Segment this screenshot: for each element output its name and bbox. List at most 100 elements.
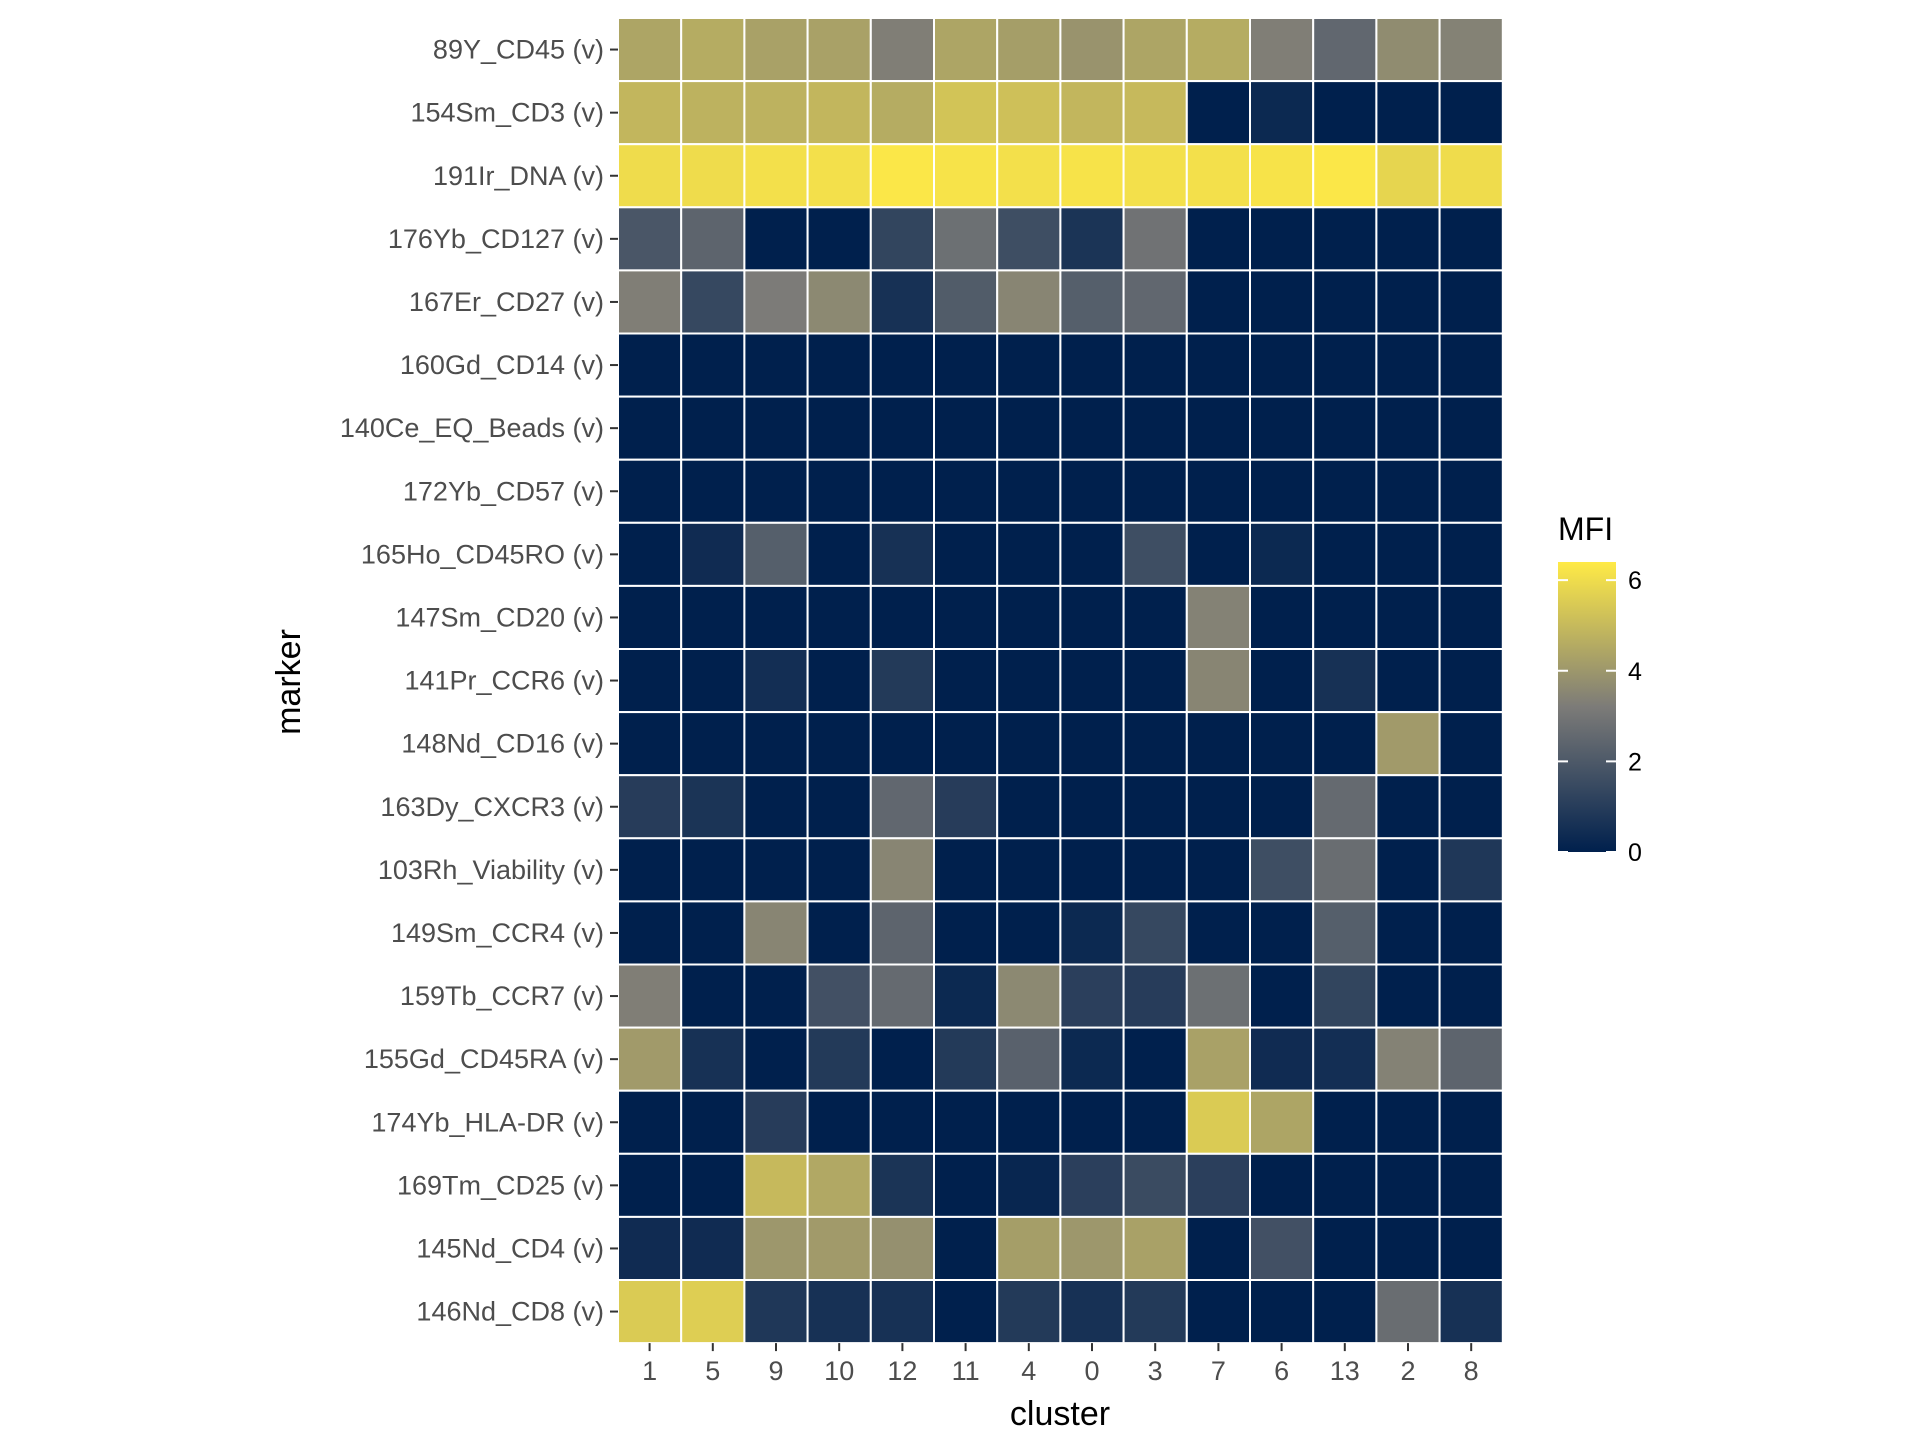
heatmap-cell bbox=[806, 963, 872, 1029]
heatmap-cell bbox=[617, 963, 683, 1029]
heatmap-cell bbox=[1249, 648, 1315, 714]
heatmap-cell bbox=[1185, 900, 1252, 966]
heatmap-cell bbox=[680, 458, 746, 524]
heatmap-cell bbox=[1059, 395, 1125, 461]
heatmap-cell bbox=[743, 963, 809, 1029]
heatmap-cell bbox=[1249, 711, 1315, 777]
heatmap-cell bbox=[806, 1152, 872, 1218]
heatmap-cell bbox=[743, 900, 809, 966]
x-tick-label: 10 bbox=[824, 1356, 854, 1386]
color-legend: MFI 0 2 4 6 bbox=[1558, 511, 1642, 867]
y-tick-label: 103Rh_Viability (v) bbox=[378, 855, 604, 885]
heatmap-cell bbox=[996, 521, 1062, 587]
heatmap-cell bbox=[933, 521, 999, 587]
heatmap-cell bbox=[1312, 837, 1378, 903]
heatmap-cell bbox=[1185, 648, 1252, 714]
heatmap-cell bbox=[996, 774, 1062, 840]
heatmap-cell bbox=[1438, 17, 1504, 83]
heatmap-cell bbox=[1185, 395, 1252, 461]
heatmap-cell bbox=[1312, 80, 1378, 146]
heatmap-cell bbox=[617, 332, 683, 398]
heatmap-cell bbox=[1438, 143, 1504, 209]
heatmap-cell bbox=[1185, 269, 1252, 335]
heatmap-cell bbox=[1059, 1279, 1125, 1345]
legend-tick-label: 6 bbox=[1628, 567, 1642, 595]
heatmap-cell bbox=[680, 1026, 746, 1092]
x-tick-label: 2 bbox=[1400, 1356, 1415, 1386]
legend-tick-label: 4 bbox=[1628, 658, 1642, 686]
heatmap-cell bbox=[1375, 458, 1441, 524]
heatmap-cell bbox=[743, 332, 809, 398]
heatmap-cell bbox=[1249, 80, 1315, 146]
heatmap-cell bbox=[996, 1026, 1062, 1092]
heatmap-cell bbox=[743, 17, 809, 83]
heatmap-cell bbox=[1375, 648, 1441, 714]
heatmap-cell bbox=[1438, 774, 1504, 840]
y-tick-label: 146Nd_CD8 (v) bbox=[416, 1297, 604, 1327]
heatmap-cell bbox=[869, 80, 935, 146]
heatmap-cell bbox=[933, 143, 999, 209]
heatmap-cell bbox=[1185, 1279, 1252, 1345]
heatmap-cell bbox=[1249, 269, 1315, 335]
heatmap-cell bbox=[1185, 206, 1252, 272]
heatmap-cell bbox=[1185, 332, 1252, 398]
heatmap-cell bbox=[1185, 1089, 1252, 1155]
heatmap-cell bbox=[1438, 900, 1504, 966]
heatmap-cell bbox=[1312, 458, 1378, 524]
heatmap-cell bbox=[680, 837, 746, 903]
heatmap-cell bbox=[1122, 1279, 1188, 1345]
heatmap-cell bbox=[996, 711, 1062, 777]
heatmap-cell bbox=[617, 900, 683, 966]
heatmap-cell bbox=[1122, 711, 1188, 777]
heatmap-cell bbox=[1438, 1089, 1504, 1155]
heatmap-cell bbox=[617, 1089, 683, 1155]
heatmap-cell bbox=[806, 774, 872, 840]
heatmap-cell bbox=[680, 143, 746, 209]
y-tick-label: 172Yb_CD57 (v) bbox=[403, 476, 604, 506]
heatmap-cell bbox=[680, 1152, 746, 1218]
heatmap-cell bbox=[1375, 1026, 1441, 1092]
heatmap-cell bbox=[806, 1279, 872, 1345]
y-tick-label: 148Nd_CD16 (v) bbox=[401, 729, 604, 759]
x-axis-ticks: 1 5 9 10 12 11 4 0 3 7 6 13 2 8 bbox=[642, 1343, 1479, 1386]
heatmap-cell bbox=[617, 1279, 683, 1345]
heatmap-cell bbox=[1122, 332, 1188, 398]
heatmap-cell bbox=[996, 80, 1062, 146]
heatmap-cell bbox=[869, 584, 935, 651]
heatmap-cell bbox=[806, 1089, 872, 1155]
heatmap-cell bbox=[1438, 80, 1504, 146]
heatmap-cell bbox=[996, 1152, 1062, 1218]
heatmap-cell bbox=[1185, 1152, 1252, 1218]
heatmap-cell bbox=[1375, 1152, 1441, 1218]
heatmap-cell bbox=[1122, 837, 1188, 903]
heatmap-cell bbox=[1312, 332, 1378, 398]
heatmap-cell bbox=[933, 1026, 999, 1092]
heatmap-cell bbox=[1312, 774, 1378, 840]
y-axis-title: marker bbox=[270, 629, 308, 735]
heatmap-cell bbox=[869, 458, 935, 524]
heatmap-cell bbox=[996, 837, 1062, 903]
heatmap-cell bbox=[933, 774, 999, 840]
heatmap-cell bbox=[743, 1279, 809, 1345]
heatmap-cell bbox=[869, 332, 935, 398]
heatmap-cell bbox=[1438, 1152, 1504, 1218]
heatmap-cell bbox=[933, 837, 999, 903]
heatmap-cell bbox=[680, 1215, 746, 1282]
heatmap-cell bbox=[680, 17, 746, 83]
heatmap-cell bbox=[680, 900, 746, 966]
heatmap-cell bbox=[869, 963, 935, 1029]
heatmap-cell bbox=[1312, 584, 1378, 651]
heatmap-cell bbox=[680, 269, 746, 335]
x-axis-title: cluster bbox=[1010, 1395, 1110, 1433]
heatmap-cell bbox=[1249, 1152, 1315, 1218]
heatmap-cell bbox=[1059, 648, 1125, 714]
heatmap-cell bbox=[743, 458, 809, 524]
heatmap-cell bbox=[869, 900, 935, 966]
heatmap-cell bbox=[1122, 1089, 1188, 1155]
heatmap-cell bbox=[869, 1279, 935, 1345]
heatmap-cell bbox=[1249, 332, 1315, 398]
heatmap-cell bbox=[1375, 80, 1441, 146]
y-tick-label: 160Gd_CD14 (v) bbox=[400, 350, 604, 380]
heatmap-cell bbox=[933, 80, 999, 146]
x-tick-label: 3 bbox=[1148, 1356, 1163, 1386]
